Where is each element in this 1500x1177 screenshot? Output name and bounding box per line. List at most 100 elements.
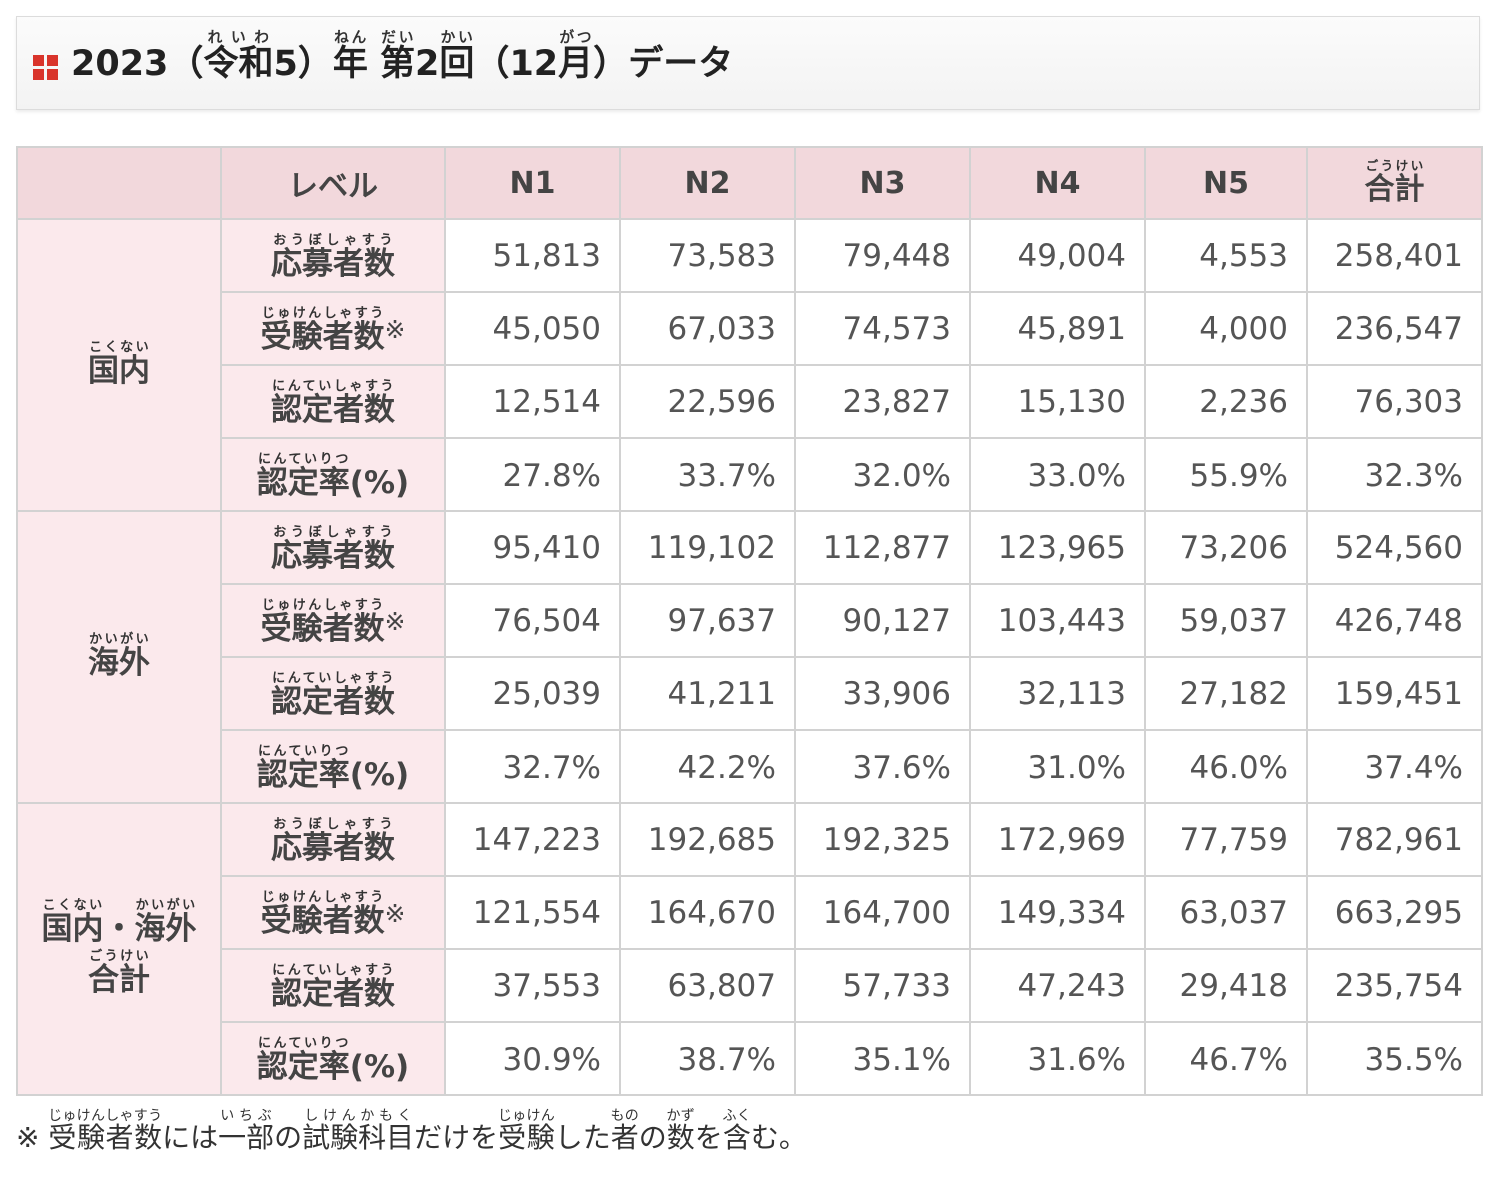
reference-mark: ※ [384,314,406,344]
region-label-line1: 国内こくない・海外かいがい [18,898,220,949]
region-label: 国内こくない [88,339,150,389]
value-cell-n3: 23,827 [794,364,971,439]
header-corner-cell [16,146,222,220]
value-cell-total: 76,303 [1306,364,1483,439]
metric-label-cell: 認定率にんていりつ(%) [220,437,446,512]
header-n2: N2 [619,146,796,220]
value-cell-n5: 4,000 [1144,291,1308,366]
metric-label: 認定率にんていりつ [256,743,350,793]
metric-label-cell: 受験者数じゅけんしゃすう※ [220,875,446,950]
table-row: 認定率にんていりつ(%) 27.8% 33.7% 32.0% 33.0% 55.9% 32.… [17,437,1483,512]
value-cell-n4: 32,113 [969,656,1146,731]
value-cell-n3: 74,573 [794,291,971,366]
value-cell-total: 524,560 [1306,510,1483,585]
value-cell-n4: 49,004 [969,218,1146,293]
metric-label-cell: 受験者数じゅけんしゃすう※ [220,291,446,366]
table-row: 認定者数にんていしゃすう 25,039 41,211 33,906 32,113 27,1… [17,656,1483,731]
reference-mark: ※ [384,606,406,636]
table-row: 国内こくない・海外かいがい 合計ごうけい 応募者数おうぼしゃすう 147,223 192… [16,802,1483,1096]
metric-label-cell: 認定率にんていりつ(%) [220,1021,446,1096]
metric-label: 認定率にんていりつ [256,1035,350,1085]
value-cell-total: 32.3% [1306,437,1483,512]
metric-label: 認定者数にんていしゃすう [271,378,395,428]
table-row: 受験者数じゅけんしゃすう※ 121,554 164,670 164,700 149,33… [17,875,1483,950]
table-row: 認定率にんていりつ(%) 32.7% 42.2% 37.6% 31.0% 46.0% 37.… [17,729,1483,804]
metric-label: 応募者数おうぼしゃすう [271,816,395,866]
region-label-cell: 国内こくない・海外かいがい 合計ごうけい [16,802,222,1096]
value-cell-n4: 47,243 [969,948,1146,1023]
reference-mark: ※ [384,898,406,928]
value-cell-n2: 41,211 [619,656,796,731]
section-title-box: 2023（令和れいわ5）年ねん 第だい2回かい（12月がつ）データ [16,16,1480,110]
value-cell-total: 782,961 [1306,802,1483,877]
metric-label: 応募者数おうぼしゃすう [271,524,395,574]
value-cell-n1: 95,410 [444,510,621,585]
value-cell-n2: 38.7% [619,1021,796,1096]
metric-label: 応募者数おうぼしゃすう [271,232,395,282]
metric-label-cell: 応募者数おうぼしゃすう [220,218,446,293]
table-row: 認定者数にんていしゃすう 12,514 22,596 23,827 15,130 2,23… [17,364,1483,439]
metric-label: 受験者数じゅけんしゃすう [260,305,385,355]
header-n3: N3 [794,146,971,220]
region-label-cell: 国内こくない [16,218,222,512]
header-n1: N1 [444,146,621,220]
value-cell-n2: 33.7% [619,437,796,512]
header-level-label: レベル [220,146,446,220]
region-label-separator: ・ [103,911,135,948]
value-cell-n5: 46.7% [1144,1021,1308,1096]
value-cell-total: 258,401 [1306,218,1483,293]
metric-label: 認定者数にんていしゃすう [271,962,395,1012]
value-cell-n3: 37.6% [794,729,971,804]
table-row: 認定者数にんていしゃすう 37,553 63,807 57,733 47,243 29,4… [17,948,1483,1023]
value-cell-n4: 123,965 [969,510,1146,585]
table-header-row: レベル N1 N2 N3 N4 N5 合計ごうけい [16,146,1483,220]
value-cell-total: 236,547 [1306,291,1483,366]
value-cell-n1: 51,813 [444,218,621,293]
value-cell-n4: 31.0% [969,729,1146,804]
table-row: 海外かいがい 応募者数おうぼしゃすう 95,410 119,102 112,877 123… [16,510,1483,804]
value-cell-n4: 33.0% [969,437,1146,512]
value-cell-n5: 63,037 [1144,875,1308,950]
value-cell-n1: 147,223 [444,802,621,877]
region-label-line2: 合計ごうけい [18,949,220,1000]
metric-label-cell: 認定者数にんていしゃすう [220,656,446,731]
value-cell-n1: 12,514 [444,364,621,439]
value-cell-n5: 27,182 [1144,656,1308,731]
page-title: 2023（令和れいわ5）年ねん 第だい2回かい（12月がつ）データ [71,29,734,84]
region-label: 海外かいがい [88,631,150,681]
metric-label: 認定率にんていりつ [256,451,350,501]
metric-label-cell: 認定率にんていりつ(%) [220,729,446,804]
metric-suffix: (%) [349,464,410,501]
value-cell-n3: 112,877 [794,510,971,585]
value-cell-total: 159,451 [1306,656,1483,731]
metric-suffix: (%) [349,756,410,793]
value-cell-n4: 31.6% [969,1021,1146,1096]
value-cell-n5: 4,553 [1144,218,1308,293]
value-cell-n5: 29,418 [1144,948,1308,1023]
value-cell-n3: 33,906 [794,656,971,731]
header-total: 合計ごうけい [1306,146,1483,220]
table-row: 受験者数じゅけんしゃすう※ 45,050 67,033 74,573 45,891 4,0… [17,291,1483,366]
value-cell-n1: 32.7% [444,729,621,804]
header-n4: N4 [969,146,1146,220]
value-cell-n2: 97,637 [619,583,796,658]
value-cell-n5: 55.9% [1144,437,1308,512]
metric-label-cell: 認定者数にんていしゃすう [220,364,446,439]
value-cell-n5: 77,759 [1144,802,1308,877]
value-cell-n4: 45,891 [969,291,1146,366]
metric-label: 受験者数じゅけんしゃすう [260,597,385,647]
value-cell-n1: 30.9% [444,1021,621,1096]
metric-label-cell: 認定者数にんていしゃすう [220,948,446,1023]
value-cell-n3: 57,733 [794,948,971,1023]
red-squares-icon [33,55,59,81]
header-n5: N5 [1144,146,1308,220]
region-label-part1: 国内こくない [41,898,104,948]
value-cell-n2: 73,583 [619,218,796,293]
value-cell-n4: 149,334 [969,875,1146,950]
region-label-part2: 海外かいがい [134,898,197,948]
value-cell-total: 35.5% [1306,1021,1483,1096]
value-cell-n2: 192,685 [619,802,796,877]
metric-label: 認定者数にんていしゃすう [271,670,395,720]
value-cell-n1: 27.8% [444,437,621,512]
region-label-cell: 海外かいがい [16,510,222,804]
